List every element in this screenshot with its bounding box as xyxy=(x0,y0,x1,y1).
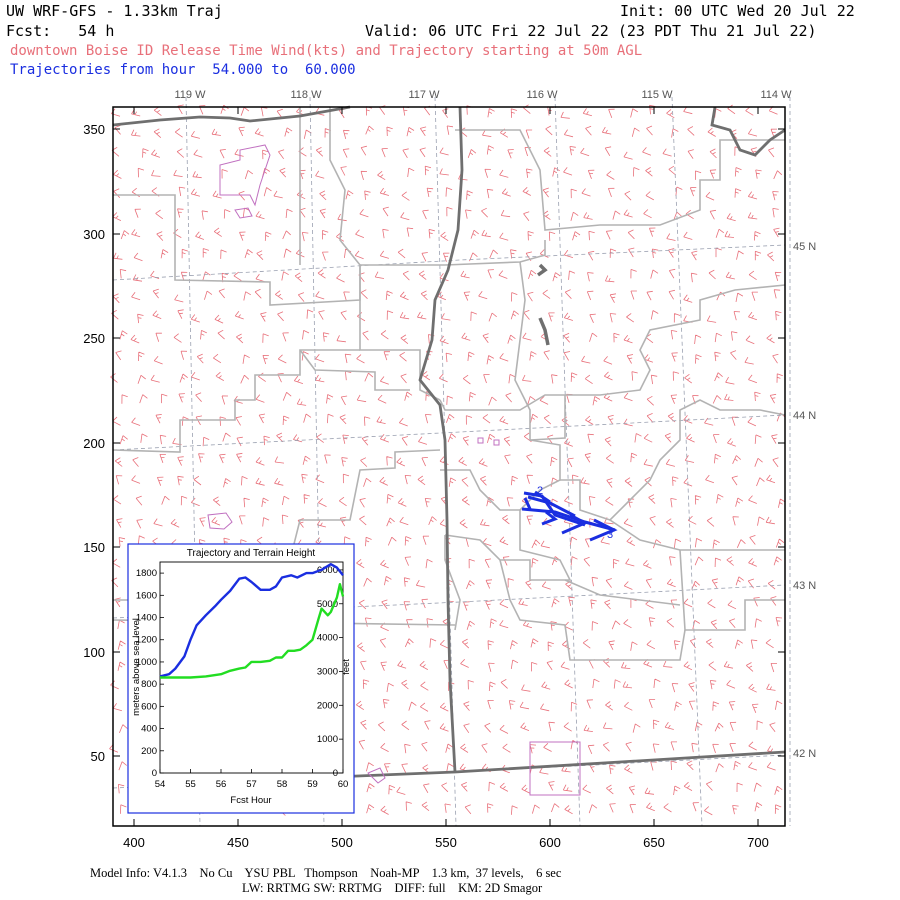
x-tick: 700 xyxy=(747,835,769,850)
inset-y-right-tick-label: 6000 xyxy=(317,565,338,576)
inset-y-left-tick-label: 1600 xyxy=(136,590,157,601)
lat-label: 43 N xyxy=(793,580,816,592)
lat-label: 44 N xyxy=(793,410,816,422)
inset-y-left-tick-label: 1400 xyxy=(136,613,157,624)
lon-label: 116 W xyxy=(527,89,559,101)
y-tick: 250 xyxy=(83,331,105,346)
inset-x-tick-label: 54 xyxy=(155,779,166,790)
y-tick: 350 xyxy=(83,122,105,137)
y-tick: 200 xyxy=(83,436,105,451)
x-tick: 500 xyxy=(331,835,353,850)
release-description: downtown Boise ID Release Time Wind(kts)… xyxy=(10,43,643,59)
model-info: Model Info: V4.1.3 No Cu YSU PBL Thompso… xyxy=(90,866,562,880)
inset-y-left-tick-label: 600 xyxy=(141,701,157,712)
lat-label: 45 N xyxy=(793,241,816,253)
inset-ylabel-left: meters above sea level xyxy=(131,618,142,716)
x-tick: 550 xyxy=(435,835,457,850)
inset-x-tick-label: 57 xyxy=(246,779,257,790)
y-tick: 100 xyxy=(83,645,105,660)
x-tick: 600 xyxy=(539,835,561,850)
inset-y-left-tick-label: 200 xyxy=(141,746,157,757)
state-borders xyxy=(112,105,786,782)
lon-label: 119 W xyxy=(175,89,207,101)
inset-y-right-tick-label: 3000 xyxy=(317,666,338,677)
trajectory-hours: Trajectories from hour 54.000 to 60.000 xyxy=(10,62,356,78)
inset-y-left-tick-label: 0 xyxy=(152,768,157,779)
x-tick: 450 xyxy=(227,835,249,850)
inset-y-left-tick-label: 1200 xyxy=(136,635,157,646)
inset-y-right-tick-label: 5000 xyxy=(317,599,338,610)
x-tick: 650 xyxy=(643,835,665,850)
inset-ticks: 54 55 56 57 58 59 6002004006008001000120014001… xyxy=(136,565,348,790)
trajectory-marker-3: 3 xyxy=(607,529,613,541)
inset-y-left-tick-label: 1000 xyxy=(136,657,157,668)
trajectory-height-inset: Trajectory and Terrain Height Fcst Hour … xyxy=(127,543,355,814)
inset-x-tick-label: 56 xyxy=(216,779,227,790)
inset-x-tick-label: 60 xyxy=(338,779,349,790)
inset-xlabel: Fcst Hour xyxy=(230,795,271,806)
init-time: Init: 00 UTC Wed 20 Jul 22 xyxy=(620,2,855,20)
inset-x-tick-label: 58 xyxy=(277,779,288,790)
inset-ylabel-right: feet xyxy=(341,659,352,675)
inset-series xyxy=(159,563,345,679)
trajectory-marker-2: 2 xyxy=(537,485,543,497)
map-frame xyxy=(112,106,786,827)
physics-info: LW: RRTMG SW: RRTMG DIFF: full KM: 2D Sm… xyxy=(242,881,543,895)
y-tick: 150 xyxy=(83,540,105,555)
inset-x-tick-label: 55 xyxy=(185,779,196,790)
county-boundaries xyxy=(112,107,786,661)
urban-areas xyxy=(207,144,581,796)
lon-label: 114 W xyxy=(761,89,793,101)
inset-y-right-tick-label: 2000 xyxy=(317,700,338,711)
header-title: UW WRF-GFS - 1.33km Traj xyxy=(6,2,223,20)
inset-y-left-tick-label: 1800 xyxy=(136,568,157,579)
inset-y-right-tick-label: 0 xyxy=(333,768,338,779)
lon-label: 118 W xyxy=(291,89,323,101)
inset-y-left-tick-label: 800 xyxy=(141,679,157,690)
inset-y-left-tick-label: 400 xyxy=(141,724,157,735)
y-tick: 300 xyxy=(83,227,105,242)
frame-ticks xyxy=(113,107,785,826)
inset-x-tick-label: 59 xyxy=(307,779,318,790)
forecast-hour: Fcst: 54 h xyxy=(6,22,115,40)
trajectory-arrows xyxy=(521,490,618,542)
valid-time: Valid: 06 UTC Fri 22 Jul 22 (23 PDT Thu … xyxy=(365,22,817,40)
inset-y-right-tick-label: 1000 xyxy=(317,734,338,745)
lon-label: 117 W xyxy=(409,89,441,101)
trajectory-height-line xyxy=(159,563,344,678)
lat-label: 42 N xyxy=(793,748,816,760)
lon-label: 115 W xyxy=(642,89,674,101)
inset-y-right-tick-label: 4000 xyxy=(317,633,338,644)
y-tick: 50 xyxy=(91,749,105,764)
inset-title: Trajectory and Terrain Height xyxy=(187,548,316,559)
x-tick: 400 xyxy=(123,835,145,850)
terrain-height-line xyxy=(160,583,345,679)
